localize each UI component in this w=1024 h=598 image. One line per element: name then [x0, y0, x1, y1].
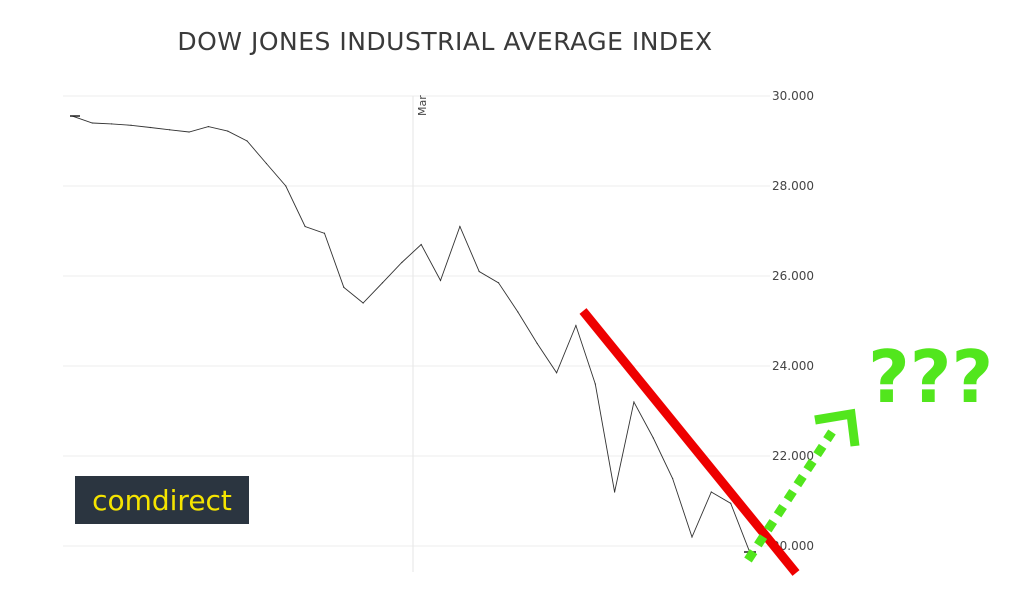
data-point — [304, 225, 306, 228]
data-point — [614, 491, 616, 493]
data-point — [188, 131, 190, 133]
data-point — [497, 282, 500, 284]
data-point — [439, 279, 442, 282]
data-point — [401, 261, 403, 264]
month-marker: Mar — [412, 95, 429, 572]
month-marker-label: Mar — [416, 95, 429, 116]
data-point — [323, 232, 326, 234]
data-point — [652, 437, 654, 439]
comdirect-logo-text: comdirect — [92, 484, 232, 517]
data-point — [227, 130, 229, 132]
series-line — [72, 115, 751, 553]
green-dotted-arrow-head — [814, 408, 860, 447]
data-point — [459, 225, 461, 228]
data-point — [575, 324, 577, 327]
data-point — [169, 129, 171, 131]
green-dotted-arrow — [744, 408, 860, 563]
data-point — [691, 536, 693, 538]
y-tick-label: 22.000 — [772, 449, 814, 463]
data-point — [730, 502, 732, 504]
data-point — [362, 302, 364, 304]
data-point — [555, 372, 558, 374]
y-tick-label: 30.000 — [772, 89, 814, 103]
comdirect-logo: comdirect — [75, 476, 249, 524]
data-point — [633, 401, 635, 403]
data-point — [594, 383, 596, 385]
data-point — [149, 126, 151, 129]
data-point — [478, 270, 480, 273]
red-trend-line — [579, 308, 800, 576]
comdirect-logo-background — [75, 476, 249, 524]
data-point — [517, 311, 519, 313]
question-marks: ??? — [868, 335, 993, 419]
data-point — [130, 124, 132, 126]
y-tick-label: 28.000 — [772, 179, 814, 193]
data-point — [381, 282, 384, 284]
data-point — [710, 491, 712, 493]
y-tick-label: 24.000 — [772, 359, 814, 373]
y-tick-label: 26.000 — [772, 269, 814, 283]
grid-layer — [63, 95, 770, 547]
data-point — [343, 286, 345, 288]
data-point — [111, 123, 113, 125]
data-point — [207, 126, 209, 128]
data-point — [91, 122, 93, 124]
data-point — [246, 140, 248, 142]
data-point — [672, 477, 674, 480]
data-point — [420, 243, 422, 246]
data-point — [536, 342, 538, 345]
data-point — [265, 162, 268, 165]
green-dotted-arrow-shaft — [744, 429, 836, 563]
data-point — [285, 185, 287, 187]
chart-title: DOW JONES INDUSTRIAL AVERAGE INDEX — [177, 27, 712, 56]
